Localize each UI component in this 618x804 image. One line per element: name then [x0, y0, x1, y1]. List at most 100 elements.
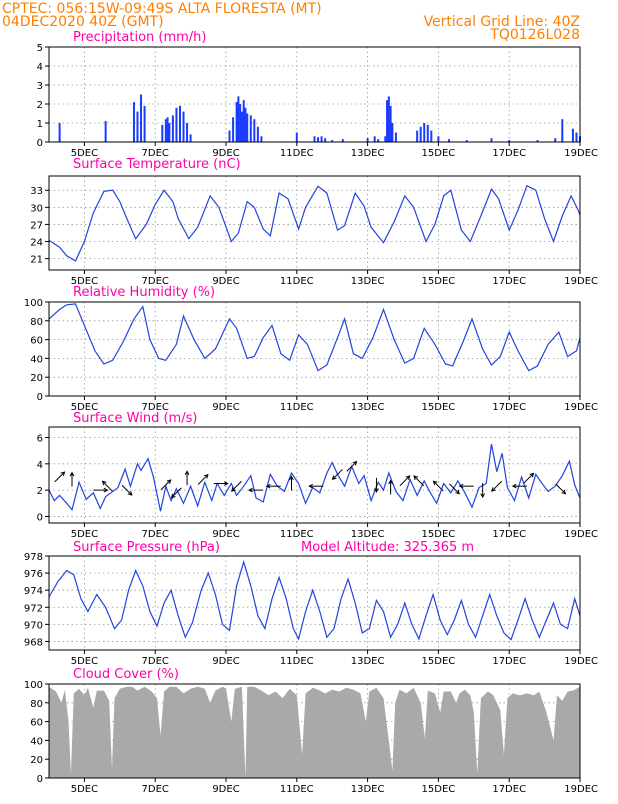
- rh-ytick-label: 80: [30, 317, 43, 328]
- cloud-xtick-label: 11DEC: [280, 784, 314, 795]
- temp-line: [48, 184, 581, 262]
- wind-arrow-head: [561, 489, 567, 495]
- temp-xtick-label: 17DEC: [492, 276, 526, 287]
- wind-xtick-label: 19DEC: [564, 529, 598, 540]
- cloud-xtick-label: 17DEC: [492, 784, 526, 795]
- wind-arrow-head: [511, 483, 517, 489]
- precip-bar: [389, 105, 392, 142]
- precip-bar: [426, 124, 429, 142]
- precip-xtick-label: 11DEC: [280, 148, 314, 159]
- wind-xtick-label: 11DEC: [280, 529, 314, 540]
- pressure-panel: 968 970 972 974 976 978 5DEC 7DEC 9DEC 11DEC 13DEC…: [24, 540, 598, 667]
- precip-bar: [373, 136, 376, 142]
- rh-line: [48, 303, 581, 372]
- precip-bar: [377, 139, 380, 142]
- precip-bar: [554, 138, 557, 142]
- wind-arrow-head: [388, 479, 393, 485]
- wind-arrow-head: [248, 487, 253, 493]
- pressure-frame: [48, 555, 581, 651]
- cloud-ytick-label: 0: [37, 774, 43, 785]
- rh-xtick-label: 15DEC: [422, 402, 456, 413]
- wind-arrow-head: [331, 475, 337, 480]
- precip-bar: [430, 130, 433, 142]
- wind-arrow: [555, 483, 566, 495]
- cloud-ytick-label: 80: [30, 699, 43, 710]
- precip-ytick-label: 0: [37, 138, 43, 149]
- precip-ytick-label: 4: [37, 62, 43, 73]
- precip-xtick-label: 19DEC: [564, 148, 598, 159]
- wind-arrow-head: [60, 471, 66, 477]
- rh-ytick-label: 40: [30, 354, 43, 365]
- pressure-line: [48, 559, 581, 641]
- wind-panel: 0 2 4 6 5DEC 7DEC 9DEC 11DEC 13DEC 15DEC 17DEC 19DE…: [37, 411, 598, 540]
- temp-xtick-label: 15DEC: [422, 276, 456, 287]
- precip-bar: [394, 132, 397, 142]
- wind-arrow-head: [455, 489, 460, 495]
- temp-xtick-label: 5DEC: [71, 276, 98, 287]
- wind-xtick-label: 5DEC: [71, 529, 98, 540]
- wind-arrow: [399, 475, 411, 487]
- precip-bar: [419, 126, 422, 142]
- precip-bar: [166, 117, 169, 142]
- cloud-area: [49, 686, 580, 778]
- wind-xtick-label: 13DEC: [351, 529, 385, 540]
- cloud-frame: [48, 683, 581, 779]
- cloud-xtick-label: 9DEC: [212, 784, 239, 795]
- wind-frame: [48, 426, 581, 524]
- wind-arrow-head: [127, 491, 133, 496]
- temp-ytick-label: 21: [30, 255, 43, 266]
- precip-bar: [490, 138, 493, 142]
- precip-ytick-label: 5: [37, 43, 43, 54]
- wind-arrow: [231, 480, 242, 492]
- rh-xtick-label: 13DEC: [351, 402, 385, 413]
- wind-arrow-head: [491, 487, 496, 492]
- rh-xtick-label: 19DEC: [564, 402, 598, 413]
- precip-bar: [161, 124, 164, 142]
- precip-bar: [143, 105, 146, 142]
- cloud-ytick-label: 100: [24, 680, 43, 691]
- pressure-ytick-label: 974: [24, 586, 43, 597]
- pressure-ytick-label: 976: [24, 569, 43, 580]
- header-date: 04DEC2020 40Z (GMT): [2, 14, 164, 30]
- wind-ytick-label: 4: [37, 460, 43, 471]
- cloud-xtick-label: 15DEC: [422, 784, 456, 795]
- wind-arrow: [346, 461, 357, 472]
- precip-bar: [132, 102, 135, 142]
- header-grid-line: Vertical Grid Line: 40Z: [424, 14, 580, 30]
- precip-bar: [242, 100, 245, 142]
- precip-bar: [58, 123, 61, 142]
- precip-bar: [317, 137, 320, 142]
- wind-arrow-head: [166, 479, 172, 484]
- temp-ytick-label: 33: [30, 186, 43, 197]
- precip-xtick-label: 17DEC: [492, 148, 526, 159]
- wind-arrow: [491, 480, 503, 492]
- wind-arrow-head: [352, 460, 358, 466]
- precip-xtick-label: 15DEC: [422, 148, 456, 159]
- cloud-ytick-label: 60: [30, 718, 43, 729]
- precip-bar: [313, 136, 316, 142]
- wind-xtick-label: 7DEC: [142, 529, 169, 540]
- precip-bar: [423, 123, 426, 142]
- precip-bar: [228, 130, 231, 142]
- precip-bar: [164, 119, 167, 142]
- precip-bar: [246, 113, 249, 142]
- precip-bar: [260, 136, 263, 142]
- pressure-xtick-label: 17DEC: [492, 656, 526, 667]
- precip-bar: [182, 111, 185, 142]
- wind-arrow-head: [223, 481, 229, 486]
- cloud-ytick-label: 20: [30, 755, 43, 766]
- cloud-xtick-label: 19DEC: [564, 784, 598, 795]
- temp-title: Surface Temperature (nC): [73, 157, 241, 172]
- precip-bar: [168, 123, 171, 142]
- precip-bar: [437, 136, 440, 142]
- cloud-xtick-label: 7DEC: [142, 784, 169, 795]
- cloud-panel: 0 20 40 60 80 100 5DEC 7DEC 9DEC 11DEC 13DEC 15DEC 1…: [24, 667, 598, 795]
- wind-line: [48, 443, 581, 512]
- precip-bar: [324, 138, 327, 142]
- wind-ytick-label: 6: [37, 434, 43, 445]
- pressure-xtick-label: 15DEC: [422, 656, 456, 667]
- precip-bar: [341, 139, 344, 142]
- wind-arrow-head: [432, 480, 438, 486]
